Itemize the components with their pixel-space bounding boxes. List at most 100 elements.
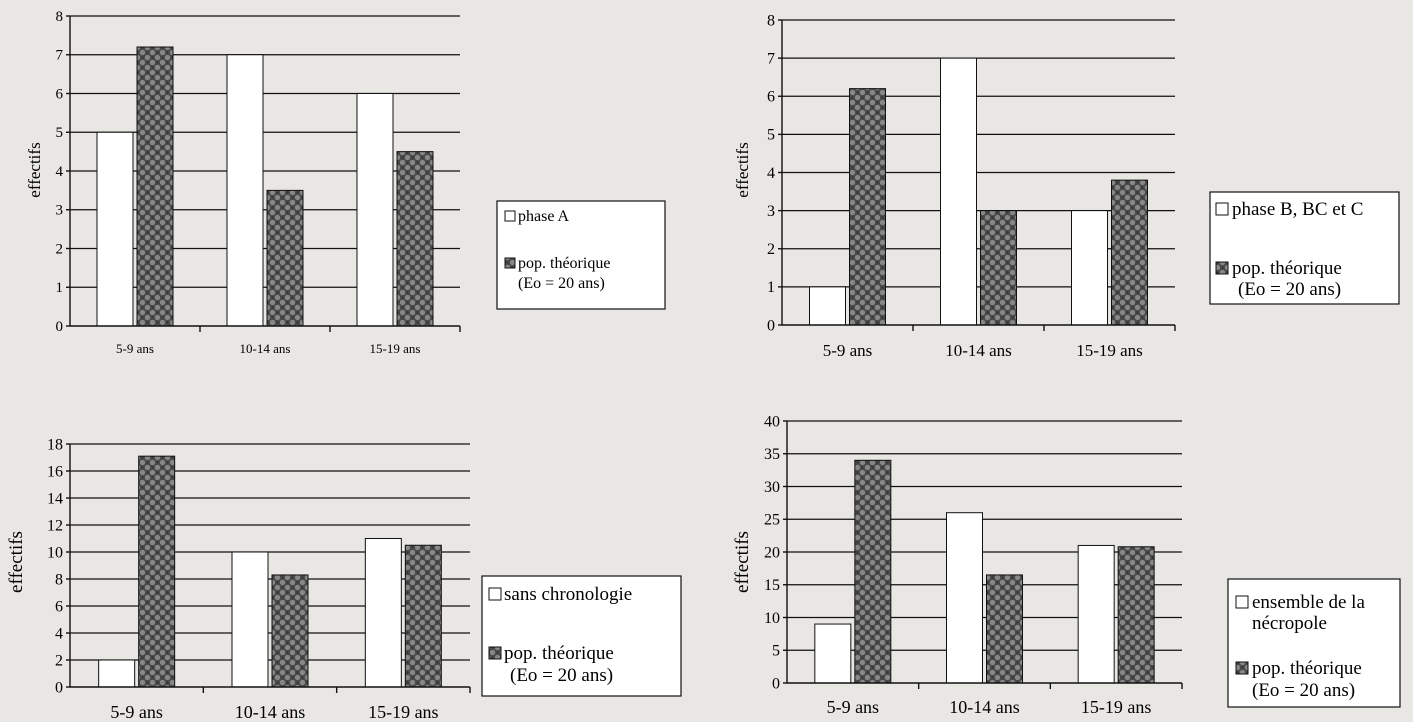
bar-series-2 bbox=[1111, 179, 1148, 326]
x-tick-label: 15-19 ans bbox=[1076, 341, 1143, 360]
plot-area: 0 2 4 6 8 10 12 14 16 18 5-9 ans 10-14 ans 15-19 ans bbox=[47, 436, 471, 722]
y-tick-label: 5 bbox=[767, 127, 775, 144]
y-tick-label: 8 bbox=[56, 9, 64, 25]
y-tick-label: 4 bbox=[767, 165, 775, 182]
legend-box bbox=[1227, 578, 1401, 708]
y-tick-label: 4 bbox=[56, 164, 64, 180]
y-tick-label: 25 bbox=[764, 512, 780, 529]
legend-label-series-2: pop. théorique bbox=[518, 255, 610, 272]
x-tick-label: 5-9 ans bbox=[823, 341, 873, 360]
y-tick-label: 7 bbox=[56, 48, 64, 64]
bar-series-2 bbox=[1117, 546, 1155, 684]
bar-series-2 bbox=[980, 210, 1017, 326]
legend-box bbox=[496, 200, 666, 310]
bar-series-1 bbox=[364, 538, 402, 688]
y-tick-label: 16 bbox=[47, 463, 63, 480]
y-tick-label: 18 bbox=[47, 436, 63, 453]
legend-swatch-series-1 bbox=[488, 587, 502, 601]
plot-area: 0 5 10 15 20 25 30 35 40 5-9 ans 10-14 ans 15-19 an… bbox=[764, 413, 1183, 717]
legend: phase A pop. théorique (Eo = 20 ans) bbox=[496, 200, 666, 310]
x-tick-label: 15-19 ans bbox=[1081, 697, 1152, 717]
bar-series-2 bbox=[271, 574, 309, 688]
bar-series-2 bbox=[136, 46, 174, 327]
y-tick-label: 0 bbox=[767, 317, 775, 334]
y-tick-label: 35 bbox=[764, 446, 780, 463]
bar-series-2 bbox=[138, 455, 176, 688]
x-tick-label: 10-14 ans bbox=[949, 697, 1020, 717]
y-tick-label: 8 bbox=[55, 571, 63, 588]
y-tick-label: 20 bbox=[764, 544, 780, 561]
y-tick-label: 2 bbox=[55, 652, 63, 669]
bar-series-2 bbox=[404, 544, 442, 688]
y-tick-label: 2 bbox=[767, 241, 775, 258]
chart-sans-chronologie: effectifs 0 2 4 6 8 10 12 14 16 18 5-9 ans 10-14 an… bbox=[6, 436, 682, 722]
bar-series-1 bbox=[814, 623, 852, 684]
y-tick-label: 2 bbox=[56, 241, 64, 257]
y-tick-label: 3 bbox=[767, 203, 775, 220]
y-tick-label: 10 bbox=[47, 544, 63, 561]
bar-series-1 bbox=[356, 93, 394, 327]
y-tick-label: 3 bbox=[56, 203, 64, 219]
x-tick-label: 15-19 ans bbox=[368, 702, 439, 722]
y-tick-label: 5 bbox=[772, 643, 780, 660]
legend-label-series-2-line2: (Eo = 20 ans) bbox=[518, 275, 605, 292]
y-tick-label: 30 bbox=[764, 479, 780, 496]
legend-swatch-series-2 bbox=[488, 646, 502, 660]
legend-label-series-1: sans chronologie bbox=[504, 584, 632, 605]
legend-label-series-1: phase A bbox=[518, 208, 570, 225]
y-tick-label: 40 bbox=[764, 413, 780, 430]
y-tick-label: 1 bbox=[767, 279, 775, 296]
legend-label-series-2-line2: (Eo = 20 ans) bbox=[510, 665, 613, 686]
bar-series-1 bbox=[809, 286, 846, 326]
legend-swatch-series-2 bbox=[1235, 661, 1249, 675]
bar-series-1 bbox=[231, 551, 269, 688]
legend-label-series-1: phase B, BC et C bbox=[1232, 199, 1363, 220]
legend-swatch-series-1 bbox=[504, 210, 516, 222]
x-tick-label: 10-14 ans bbox=[240, 341, 291, 356]
legend: sans chronologie pop. théorique (Eo = 20… bbox=[481, 575, 682, 697]
legend-swatch-series-1 bbox=[1215, 202, 1229, 216]
y-axis-label: effectifs bbox=[6, 531, 27, 593]
y-axis-label: effectifs bbox=[733, 142, 752, 197]
bar-series-2 bbox=[266, 189, 304, 327]
y-tick-label: 4 bbox=[55, 625, 63, 642]
legend-label-series-2: pop. théorique bbox=[1252, 658, 1362, 679]
y-axis-label: effectifs bbox=[732, 531, 753, 593]
legend-label-series-2: pop. théorique bbox=[504, 643, 614, 664]
bar-series-1 bbox=[226, 54, 264, 327]
y-tick-label: 5 bbox=[56, 125, 64, 141]
bar-series-1 bbox=[946, 512, 983, 684]
bar-series-2 bbox=[854, 459, 892, 684]
y-tick-label: 6 bbox=[55, 598, 63, 615]
y-tick-label: 12 bbox=[47, 517, 63, 534]
legend-swatch-series-1 bbox=[1235, 595, 1249, 609]
chart-phase-a: effectifs 0 1 2 3 4 5 6 7 8 5-9 ans 10-14 ans 15-19… bbox=[25, 9, 666, 356]
y-tick-label: 15 bbox=[764, 577, 780, 594]
legend-label-series-2-line2: (Eo = 20 ans) bbox=[1238, 279, 1341, 300]
legend: ensemble de la nécropole pop. théorique … bbox=[1227, 578, 1401, 708]
y-tick-label: 8 bbox=[767, 12, 775, 29]
plot-area: 0 1 2 3 4 5 6 7 8 5-9 ans 10-14 ans 15-19 ans bbox=[56, 9, 461, 356]
legend-swatch-series-2 bbox=[504, 257, 516, 269]
x-tick-label: 5-9 ans bbox=[110, 702, 163, 722]
bar-series-1 bbox=[96, 131, 134, 327]
bar-series-1 bbox=[1071, 210, 1108, 326]
legend-label-series-2-line2: (Eo = 20 ans) bbox=[1252, 680, 1355, 701]
y-tick-label: 7 bbox=[767, 50, 775, 67]
bar-series-2 bbox=[396, 151, 434, 327]
legend-box bbox=[481, 575, 682, 697]
legend-label-series-2: pop. théorique bbox=[1232, 258, 1342, 279]
x-tick-label: 5-9 ans bbox=[827, 697, 880, 717]
legend-label-series-1: ensemble de la bbox=[1252, 592, 1365, 613]
y-tick-label: 6 bbox=[56, 86, 64, 102]
y-tick-label: 14 bbox=[47, 490, 63, 507]
chart-phase-b-bc-c: effectifs 0 1 2 3 4 5 6 7 8 5-9 ans 10-14 ans 15-19… bbox=[733, 12, 1400, 360]
bar-series-1 bbox=[98, 659, 136, 688]
bar-series-2 bbox=[986, 574, 1023, 684]
bar-series-1 bbox=[940, 57, 977, 326]
chart-ensemble-necropole: effectifs 0 5 10 15 20 25 30 35 40 5-9 ans 10-14 a… bbox=[732, 413, 1401, 717]
legend-swatch-series-2 bbox=[1215, 261, 1229, 275]
bar-series-1 bbox=[1077, 544, 1115, 684]
y-tick-label: 0 bbox=[56, 319, 64, 335]
